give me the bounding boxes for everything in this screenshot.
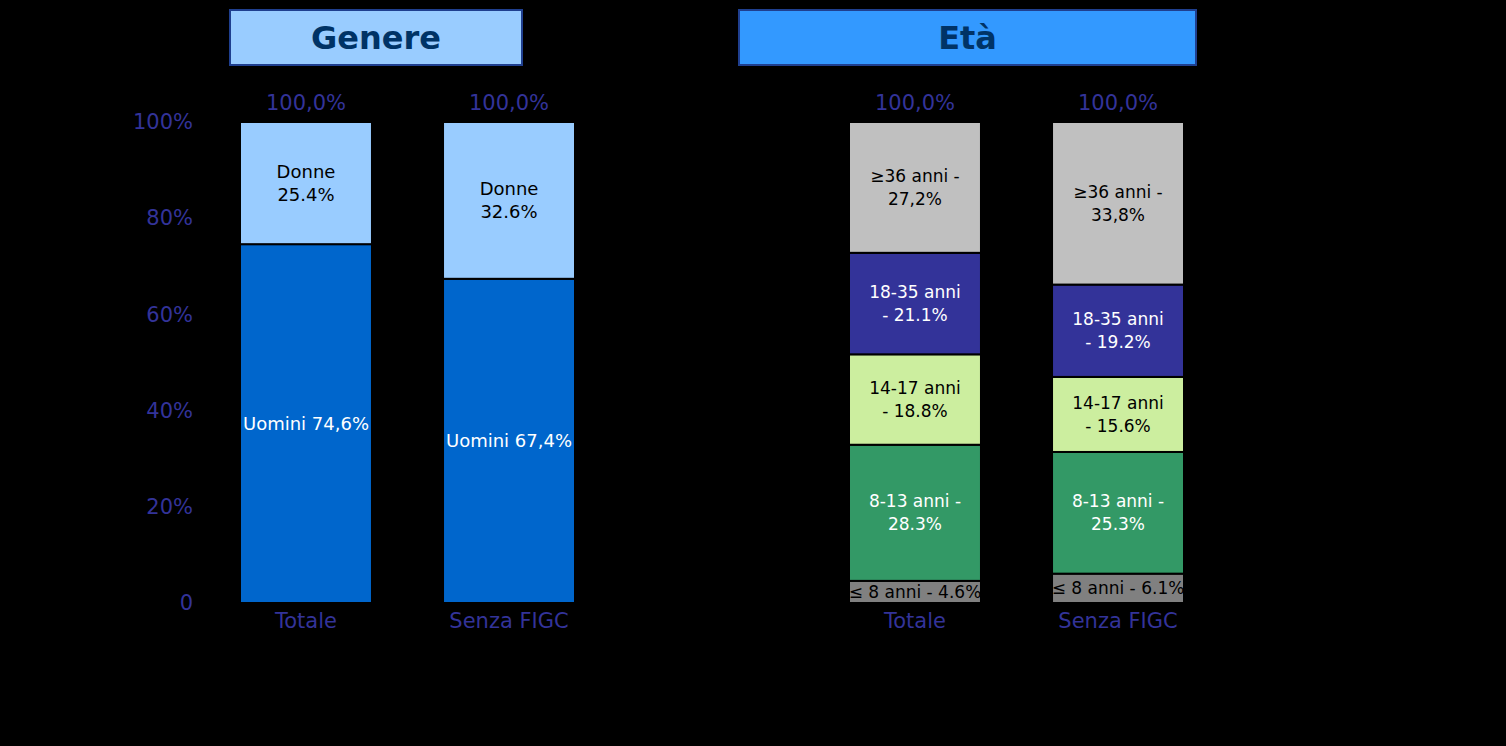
- title-box: [739, 10, 1196, 65]
- data-label-line: - 18.8%: [882, 401, 948, 421]
- y-axis: [840, 123, 841, 604]
- x-tick-label: Senza FIGC: [449, 609, 568, 633]
- x-tick: Senza FIGC: [449, 603, 568, 633]
- y-tick: 20%: [146, 495, 215, 519]
- x-tick: Totale: [883, 603, 946, 633]
- data-label-line: 8-13 anni -: [869, 491, 961, 511]
- data-labels: Uomini 74,6%Uomini 67,4%Donne25.4%Donne3…: [243, 91, 572, 451]
- data-label: 8-13 anni - 28.3%: [869, 491, 961, 534]
- x-tick: Totale: [274, 603, 337, 633]
- y-tick-label: 80%: [146, 206, 193, 230]
- data-label: ≤ 8 anni - 4.6%: [849, 582, 982, 602]
- data-label: ≤ 8 anni - 6.1%: [1052, 578, 1185, 598]
- bar-segment: [849, 354, 981, 444]
- bar-segment: [1052, 285, 1184, 377]
- y-tick: 40%: [146, 399, 215, 423]
- data-label: Uomini 67,4%: [446, 430, 572, 451]
- data-label: Donne32.6%: [480, 178, 539, 222]
- bar-segment: [240, 122, 372, 244]
- chart-panel: Genere 0 20% 40% 60% 80% 100% Totale Senza FIGC U…: [133, 10, 576, 633]
- data-label-line: 8-13 anni -: [1072, 491, 1164, 511]
- data-label-line: Donne: [480, 178, 539, 199]
- y-axis-line: [215, 123, 216, 604]
- data-label-line: ≤ 8 anni - 6.1%: [1052, 578, 1185, 598]
- x-axis: Totale Senza FIGC: [850, 603, 1185, 633]
- x-tick-label: Senza FIGC: [1058, 609, 1177, 633]
- y-tick: 0: [180, 591, 215, 615]
- bars: [849, 122, 1184, 603]
- bar-segment: [849, 122, 981, 253]
- bar-segment: [1052, 122, 1184, 285]
- data-label: 14-17 anni - 15.6%: [1072, 393, 1164, 436]
- data-label-line: - 15.6%: [1085, 416, 1151, 436]
- data-label-line: 18-35 anni: [869, 282, 961, 302]
- bar-segment: [849, 581, 981, 603]
- data-label-line: ≥36 anni -: [870, 166, 960, 186]
- data-label: 18-35 anni - 21.1%: [869, 282, 961, 325]
- title-box: [230, 10, 522, 65]
- bar-segment: [443, 122, 575, 279]
- y-tick-label: 20%: [146, 495, 193, 519]
- y-tick-label: 0: [180, 591, 193, 615]
- data-label: ≥36 anni - 27,2%: [870, 166, 960, 209]
- y-tick-label: 60%: [146, 303, 193, 327]
- data-label-line: Uomini 74,6%: [243, 413, 369, 434]
- data-label-line: 14-17 anni: [869, 378, 961, 398]
- bar-segment: [1052, 377, 1184, 452]
- x-tick: Senza FIGC: [1058, 603, 1177, 633]
- chart-panel: EtàTotaleSenza FIGC≤ 8 anni - 4.6%≤ 8 an…: [739, 10, 1196, 633]
- data-label-line: 33,8%: [1091, 205, 1145, 225]
- data-label-line: 25.3%: [1091, 514, 1145, 534]
- data-label-line: - 21.1%: [882, 305, 948, 325]
- y-tick: 80%: [146, 206, 215, 230]
- data-label-line: 32.6%: [480, 201, 537, 222]
- data-label-line: - 19.2%: [1085, 332, 1151, 352]
- chart-title: Genere: [311, 19, 441, 57]
- bar-segment: [1052, 574, 1184, 603]
- total-label: 100,0%: [266, 91, 346, 115]
- data-label-line: 27,2%: [888, 189, 942, 209]
- data-label: Uomini 74,6%: [243, 413, 369, 434]
- chart-title: Età: [938, 19, 997, 57]
- data-label-line: 18-35 anni: [1072, 309, 1164, 329]
- bars: [240, 122, 575, 603]
- y-tick: 60%: [146, 303, 215, 327]
- y-tick-label: 40%: [146, 399, 193, 423]
- total-label: 100,0%: [469, 91, 549, 115]
- y-tick-label: 100%: [133, 110, 193, 134]
- bar-segment: [443, 279, 575, 603]
- background: [0, 0, 1506, 746]
- data-label: 8-13 anni - 25.3%: [1072, 491, 1164, 534]
- y-tick: 100%: [133, 110, 215, 134]
- x-tick-label: Totale: [274, 609, 337, 633]
- y-axis: 0 20% 40% 60% 80% 100%: [133, 110, 216, 615]
- data-label-line: 14-17 anni: [1072, 393, 1164, 413]
- data-label-line: 25.4%: [277, 184, 334, 205]
- data-label-line: 28.3%: [888, 514, 942, 534]
- data-label-line: Uomini 67,4%: [446, 430, 572, 451]
- data-label-line: ≥36 anni -: [1073, 182, 1163, 202]
- data-labels: ≤ 8 anni - 4.6% ≤ 8 anni - 6.1% 8-13 anni …: [849, 91, 1185, 602]
- data-label: ≥36 anni - 33,8%: [1073, 182, 1163, 225]
- bar-segment: [1052, 452, 1184, 574]
- data-label-line: Donne: [277, 161, 336, 182]
- chart-canvas: Genere 0 20% 40% 60% 80% 100% Totale Senza FIGC U…: [0, 0, 1506, 746]
- bar-segment: [849, 253, 981, 354]
- data-label-line: ≤ 8 anni - 4.6%: [849, 582, 982, 602]
- bar-segment: [849, 445, 981, 581]
- data-label: Donne25.4%: [277, 161, 336, 205]
- x-tick-label: Totale: [883, 609, 946, 633]
- total-label: 100,0%: [875, 91, 955, 115]
- bar-segment: [240, 244, 372, 603]
- y-axis-line: [840, 123, 841, 604]
- data-label: 18-35 anni - 19.2%: [1072, 309, 1164, 352]
- data-label: 14-17 anni - 18.8%: [869, 378, 961, 421]
- x-axis: Totale Senza FIGC: [241, 603, 576, 633]
- total-label: 100,0%: [1078, 91, 1158, 115]
